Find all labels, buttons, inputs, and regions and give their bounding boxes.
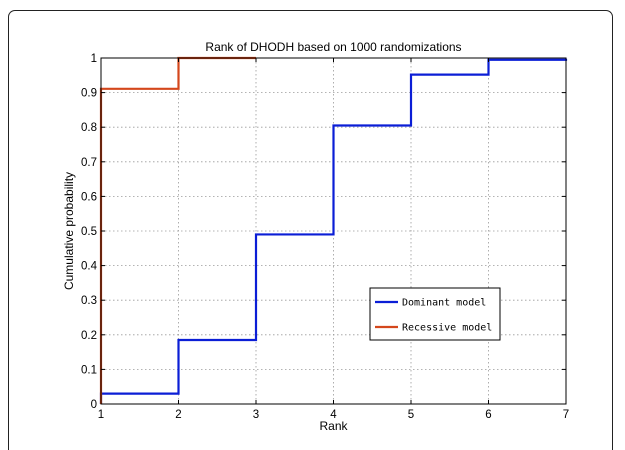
y-tick-label: 0.4 (81, 261, 98, 273)
y-tick-label: 0.1 (81, 364, 97, 376)
legend-label: Recessive model (402, 323, 492, 334)
chart-title: Rank of DHODH based on 1000 randomizatio… (205, 40, 461, 54)
legend-label: Dominant model (402, 298, 486, 309)
x-tick-label: 3 (253, 409, 259, 421)
legend-box (369, 287, 501, 341)
y-tick-label: 0.7 (81, 157, 97, 169)
y-tick-label: 0.5 (81, 226, 97, 238)
y-tick-label: 0.2 (81, 330, 97, 342)
axis-ticks: 1 2 3 4 5 6 7 0 0.1 0.2 0.3 0.4 0.5 0.6 0.7 0.8 0.9 1 (81, 53, 569, 421)
series-line-dominant (99, 58, 568, 404)
x-tick-label: 1 (98, 409, 104, 421)
x-tick-label: 7 (563, 409, 569, 421)
x-tick-label: 4 (330, 409, 337, 421)
y-tick-label: 0.3 (81, 295, 97, 307)
y-tick-label: 0.9 (81, 88, 97, 100)
x-tick-label: 6 (485, 409, 491, 421)
y-tick-label: 0.6 (81, 191, 97, 203)
x-tick-label: 2 (175, 409, 181, 421)
x-axis-label: Rank (319, 419, 348, 433)
y-axis-label: Cumulative probability (62, 172, 76, 290)
legend: Dominant model Recessive model (369, 287, 501, 341)
y-tick-label: 0.8 (81, 122, 97, 134)
x-tick-label: 5 (408, 409, 414, 421)
figure-frame (8, 10, 613, 450)
y-tick-label: 0 (91, 399, 97, 411)
y-tick-label: 1 (91, 53, 97, 65)
